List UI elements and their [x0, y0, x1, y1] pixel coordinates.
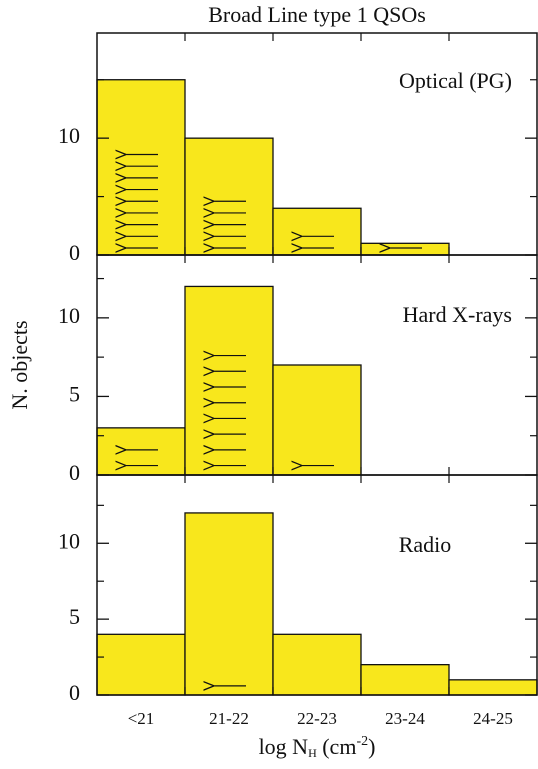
bar: [184, 512, 274, 696]
y-axis-label: N. objects: [7, 320, 32, 409]
panel-label: Radio: [399, 532, 452, 557]
chart-title: Broad Line type 1 QSOs: [208, 2, 426, 27]
x-tick-label: 24-25: [473, 709, 513, 728]
x-axis-label-part: H: [308, 746, 317, 760]
y-tick-label: 0: [69, 680, 80, 705]
x-tick-label: 23-24: [385, 709, 425, 728]
bar: [272, 633, 362, 696]
panel-frame: [96, 474, 538, 696]
bar: [360, 242, 450, 256]
x-axis-label-part: (cm: [317, 734, 357, 759]
bar: [184, 137, 274, 256]
y-tick-label: 5: [69, 604, 80, 629]
x-axis-label-part: ): [368, 734, 375, 759]
panel-label: Optical (PG): [399, 68, 512, 93]
bar: [96, 633, 186, 696]
bar: [96, 79, 186, 256]
panel-label: Hard X-rays: [403, 302, 512, 327]
y-tick-label: 10: [58, 303, 80, 328]
x-tick-label: 22-23: [297, 709, 337, 728]
x-axis-label-part: log N: [259, 734, 309, 759]
bar: [184, 285, 274, 476]
y-tick-label: 0: [69, 240, 80, 265]
y-tick-label: 10: [58, 123, 80, 148]
x-axis-label-part: -2: [356, 734, 368, 749]
bar: [360, 664, 450, 696]
y-tick-label: 10: [58, 528, 80, 553]
y-tick-label: 5: [69, 381, 80, 406]
bar: [448, 679, 538, 696]
x-tick-label: 21-22: [209, 709, 249, 728]
x-axis-label: log NH (cm-2): [259, 734, 376, 760]
bar: [272, 207, 362, 256]
x-tick-label: <21: [128, 709, 155, 728]
bar: [96, 427, 186, 476]
y-tick-label: 0: [69, 460, 80, 485]
bar: [272, 364, 362, 476]
